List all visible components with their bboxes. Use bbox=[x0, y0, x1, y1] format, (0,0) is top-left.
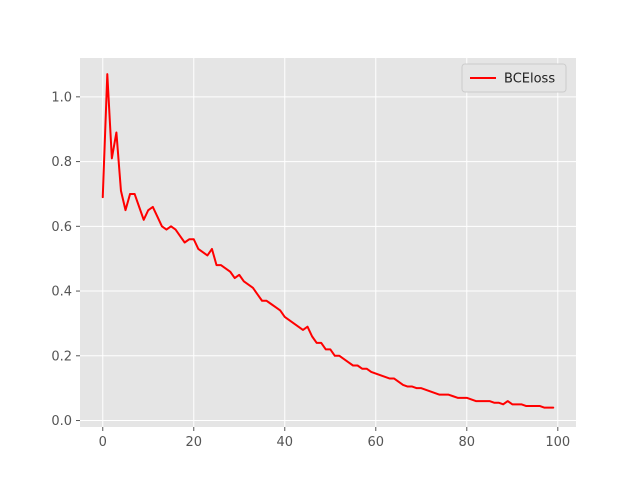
legend-box bbox=[461, 63, 567, 93]
y-axis-ticks: 0.0 0.2 0.4 0.6 0.8 1.0 bbox=[51, 90, 80, 429]
x-tick-label: 0 bbox=[99, 435, 107, 450]
y-tick-label: 1.0 bbox=[51, 90, 72, 105]
legend: BCEloss bbox=[461, 63, 567, 93]
legend-label: BCEloss bbox=[504, 72, 555, 87]
plot-background bbox=[80, 58, 576, 427]
y-tick-label: 0.0 bbox=[51, 414, 72, 429]
y-tick-label: 0.6 bbox=[51, 220, 72, 235]
y-tick-label: 0.2 bbox=[51, 349, 72, 364]
x-tick-label: 40 bbox=[276, 435, 293, 450]
y-tick-label: 0.8 bbox=[51, 155, 72, 170]
series-group bbox=[101, 73, 555, 409]
series-line-bceloss bbox=[101, 73, 555, 409]
y-tick-label: 0.4 bbox=[51, 285, 72, 300]
x-tick-label: 80 bbox=[459, 435, 476, 450]
x-tick-label: 60 bbox=[368, 435, 385, 450]
x-axis-ticks: 0 20 40 60 80 100 bbox=[99, 427, 570, 450]
x-tick-label: 100 bbox=[545, 435, 570, 450]
grid-lines bbox=[80, 58, 576, 427]
x-tick-label: 20 bbox=[185, 435, 202, 450]
